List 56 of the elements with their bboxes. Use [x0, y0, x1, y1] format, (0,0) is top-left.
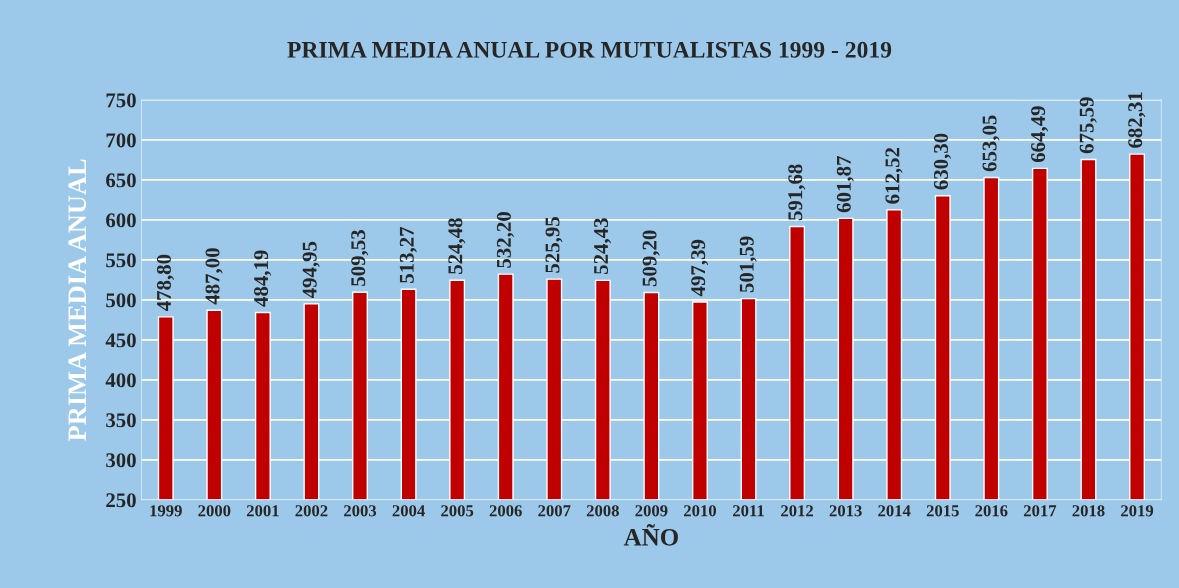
data-label: 501,59 [739, 236, 757, 293]
x-tick-label: 2017 [1023, 505, 1057, 517]
y-tick-label: 600 [106, 213, 136, 228]
y-tick-label: 350 [106, 413, 136, 428]
data-label: 675,59 [1079, 97, 1097, 154]
x-tick-label: 2018 [1072, 505, 1105, 517]
y-tick-label: 300 [106, 453, 136, 468]
x-tick-label: 2001 [246, 505, 279, 517]
x-tick-label: 2012 [781, 505, 814, 517]
x-axis-title: AÑO [623, 524, 678, 546]
chart-title: PRIMA MEDIA ANUAL POR MUTUALISTAS 1999 - 2019 [287, 41, 892, 58]
data-label: 682,31 [1128, 92, 1146, 148]
x-tick-label: 2002 [295, 505, 328, 517]
data-label: 524,48 [448, 218, 466, 274]
y-tick-label: 750 [106, 93, 136, 108]
y-tick-label: 400 [105, 373, 136, 388]
x-tick-label: 2011 [733, 505, 764, 517]
y-tick-label: 700 [106, 133, 136, 148]
x-tick-label: 1999 [150, 505, 182, 517]
x-tick-label: 2009 [635, 505, 668, 517]
data-label: 497,39 [691, 239, 709, 297]
x-tick-label: 2000 [198, 505, 231, 517]
x-tick-label: 2007 [538, 505, 571, 517]
x-tick-label: 2003 [344, 505, 377, 517]
data-label: 653,05 [982, 115, 1000, 172]
x-tick-label: 2013 [829, 505, 862, 517]
x-tick-label: 2005 [441, 505, 474, 517]
data-label: 487,00 [205, 248, 223, 305]
data-label: 612,52 [885, 147, 903, 204]
y-tick-label: 500 [106, 293, 136, 308]
x-tick-label: 2006 [489, 505, 522, 517]
x-tick-label: 2014 [878, 505, 911, 517]
x-tick-label: 2008 [586, 505, 619, 517]
data-label: 513,27 [399, 226, 417, 283]
y-tick-label: 650 [106, 173, 136, 188]
data-label: 478,80 [156, 254, 174, 311]
data-label: 494,95 [302, 241, 320, 299]
data-label: 664,49 [1031, 106, 1049, 163]
data-label: 591,68 [788, 164, 806, 221]
y-tick-label: 550 [106, 253, 136, 268]
x-tick-label: 2019 [1121, 505, 1154, 517]
data-label: 601,87 [836, 156, 854, 213]
x-tick-label: 2010 [683, 505, 716, 517]
y-tick-label: 250 [106, 493, 136, 508]
data-label: 484,19 [254, 250, 272, 307]
y-tick-label: 450 [105, 333, 136, 348]
data-label: 524,43 [594, 218, 612, 274]
y-axis-title: PRIMA MEDIA ANUAL [68, 159, 87, 441]
data-label: 630,30 [933, 133, 952, 190]
data-label: 509,53 [351, 230, 369, 286]
data-label: 525,95 [545, 217, 563, 273]
x-tick-label: 2016 [975, 505, 1008, 517]
data-label: 509,20 [642, 230, 660, 287]
x-tick-label: 2015 [926, 505, 959, 517]
x-tick-label: 2004 [392, 505, 425, 517]
data-label: 532,20 [496, 212, 514, 268]
